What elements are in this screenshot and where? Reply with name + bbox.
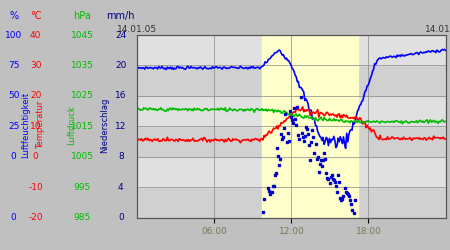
- Text: %: %: [9, 11, 18, 21]
- Text: Luftfeuchtigkeit: Luftfeuchtigkeit: [21, 92, 30, 158]
- Text: 0: 0: [118, 213, 124, 222]
- Text: 16: 16: [115, 91, 126, 100]
- Text: 10: 10: [30, 122, 41, 131]
- Text: 100: 100: [5, 30, 23, 40]
- Text: -10: -10: [28, 182, 43, 192]
- Bar: [137, 157, 446, 187]
- Text: 30: 30: [30, 61, 41, 70]
- Text: Niederschlag: Niederschlag: [100, 97, 109, 153]
- Bar: [137, 96, 446, 126]
- Text: 0: 0: [11, 152, 17, 161]
- Text: -20: -20: [28, 213, 43, 222]
- Text: 24: 24: [115, 30, 126, 40]
- Text: °C: °C: [30, 11, 41, 21]
- Text: 8: 8: [118, 152, 124, 161]
- Text: 1045: 1045: [71, 30, 94, 40]
- Bar: [137, 126, 446, 157]
- Text: 0: 0: [33, 152, 39, 161]
- Text: 40: 40: [30, 30, 41, 40]
- Text: 995: 995: [74, 182, 91, 192]
- Text: 25: 25: [8, 122, 19, 131]
- Text: 0: 0: [11, 213, 17, 222]
- Bar: [137, 66, 446, 96]
- Text: 12: 12: [115, 122, 126, 131]
- Text: 1015: 1015: [71, 122, 94, 131]
- Text: 50: 50: [8, 91, 19, 100]
- Text: 20: 20: [115, 61, 126, 70]
- Bar: [262, 35, 358, 218]
- Text: 20: 20: [30, 91, 41, 100]
- Text: Luftdruck: Luftdruck: [67, 105, 76, 145]
- Text: 75: 75: [8, 61, 19, 70]
- Text: 985: 985: [74, 213, 91, 222]
- Text: 1035: 1035: [71, 61, 94, 70]
- Text: hPa: hPa: [73, 11, 91, 21]
- Text: 1005: 1005: [71, 152, 94, 161]
- Text: 4: 4: [118, 182, 124, 192]
- Bar: [137, 187, 446, 218]
- Bar: [137, 35, 446, 66]
- Text: mm/h: mm/h: [107, 11, 135, 21]
- Text: 1025: 1025: [71, 91, 94, 100]
- Text: Temperatur: Temperatur: [36, 101, 45, 149]
